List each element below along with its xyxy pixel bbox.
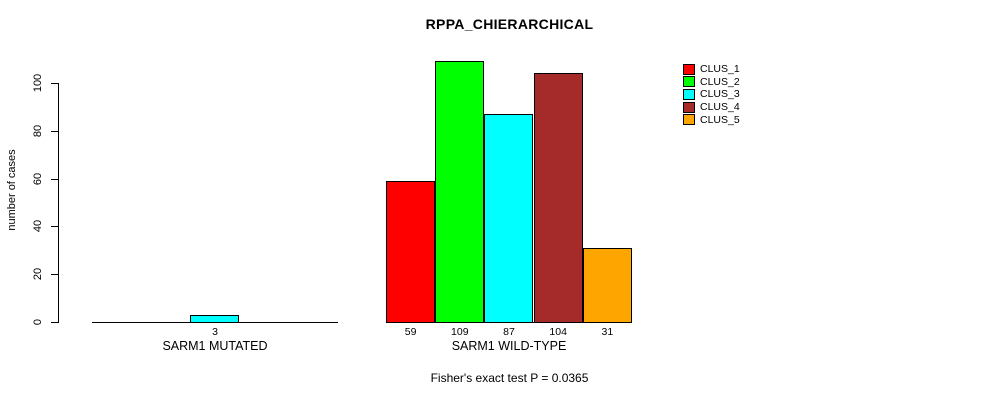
bar-value-label: 109 xyxy=(451,326,469,338)
legend-item: CLUS_2 xyxy=(683,76,740,89)
legend-item: CLUS_1 xyxy=(683,63,740,76)
bar xyxy=(534,73,583,323)
bar xyxy=(190,315,239,323)
legend-label: CLUS_2 xyxy=(700,75,740,88)
category-label: SARM1 MUTATED xyxy=(162,339,268,353)
chart-title: RPPA_CHIERARCHICAL xyxy=(425,16,594,32)
bar xyxy=(484,114,533,323)
y-tick xyxy=(51,322,58,323)
bar xyxy=(583,248,632,323)
legend-swatch xyxy=(683,101,695,113)
legend-item: CLUS_3 xyxy=(683,88,740,101)
bar-value-label: 31 xyxy=(601,326,614,338)
y-tick-label: 100 xyxy=(32,73,44,93)
bar-value-label: 59 xyxy=(404,326,417,338)
annotation-text: Fisher's exact test P = 0.0365 xyxy=(430,371,589,385)
legend-label: CLUS_1 xyxy=(700,63,740,76)
y-tick-label: 40 xyxy=(32,219,44,233)
y-tick-label: 0 xyxy=(32,318,44,326)
legend: CLUS_1 CLUS_2 CLUS_3 CLUS_4 CLUS_5 xyxy=(683,63,740,126)
y-tick xyxy=(51,83,58,84)
y-tick-label: 80 xyxy=(32,124,44,138)
y-tick-label: 60 xyxy=(32,172,44,186)
y-tick xyxy=(51,179,58,180)
y-tick xyxy=(51,274,58,275)
legend-label: CLUS_3 xyxy=(700,88,740,101)
y-axis-line xyxy=(58,83,59,323)
legend-label: CLUS_4 xyxy=(700,101,740,114)
y-tick xyxy=(51,131,58,132)
legend-item: CLUS_4 xyxy=(683,101,740,114)
legend-swatch xyxy=(683,76,695,88)
legend-swatch xyxy=(683,63,695,75)
y-tick-label: 20 xyxy=(32,267,44,281)
bar xyxy=(435,61,484,323)
legend-swatch xyxy=(683,88,695,100)
bar-value-label: 87 xyxy=(503,326,515,338)
legend-swatch xyxy=(683,114,695,126)
bar xyxy=(386,181,435,323)
legend-label: CLUS_5 xyxy=(700,113,740,126)
y-tick xyxy=(51,226,58,227)
bar-value-label: 3 xyxy=(212,326,218,338)
legend-item: CLUS_5 xyxy=(683,113,740,126)
category-label: SARM1 WILD-TYPE xyxy=(451,339,567,353)
y-axis-label: number of cases xyxy=(6,149,18,231)
bar-value-label: 104 xyxy=(549,326,567,338)
